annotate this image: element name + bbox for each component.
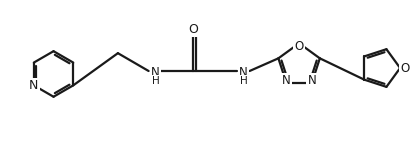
Text: O: O [400, 61, 410, 75]
Text: N: N [239, 66, 248, 80]
Text: N: N [282, 74, 291, 87]
Text: N: N [151, 66, 160, 80]
Text: N: N [308, 74, 316, 87]
Text: O: O [188, 23, 198, 36]
Text: H: H [240, 76, 247, 86]
Text: N: N [29, 79, 38, 92]
Text: H: H [152, 76, 159, 86]
Text: O: O [295, 40, 304, 53]
